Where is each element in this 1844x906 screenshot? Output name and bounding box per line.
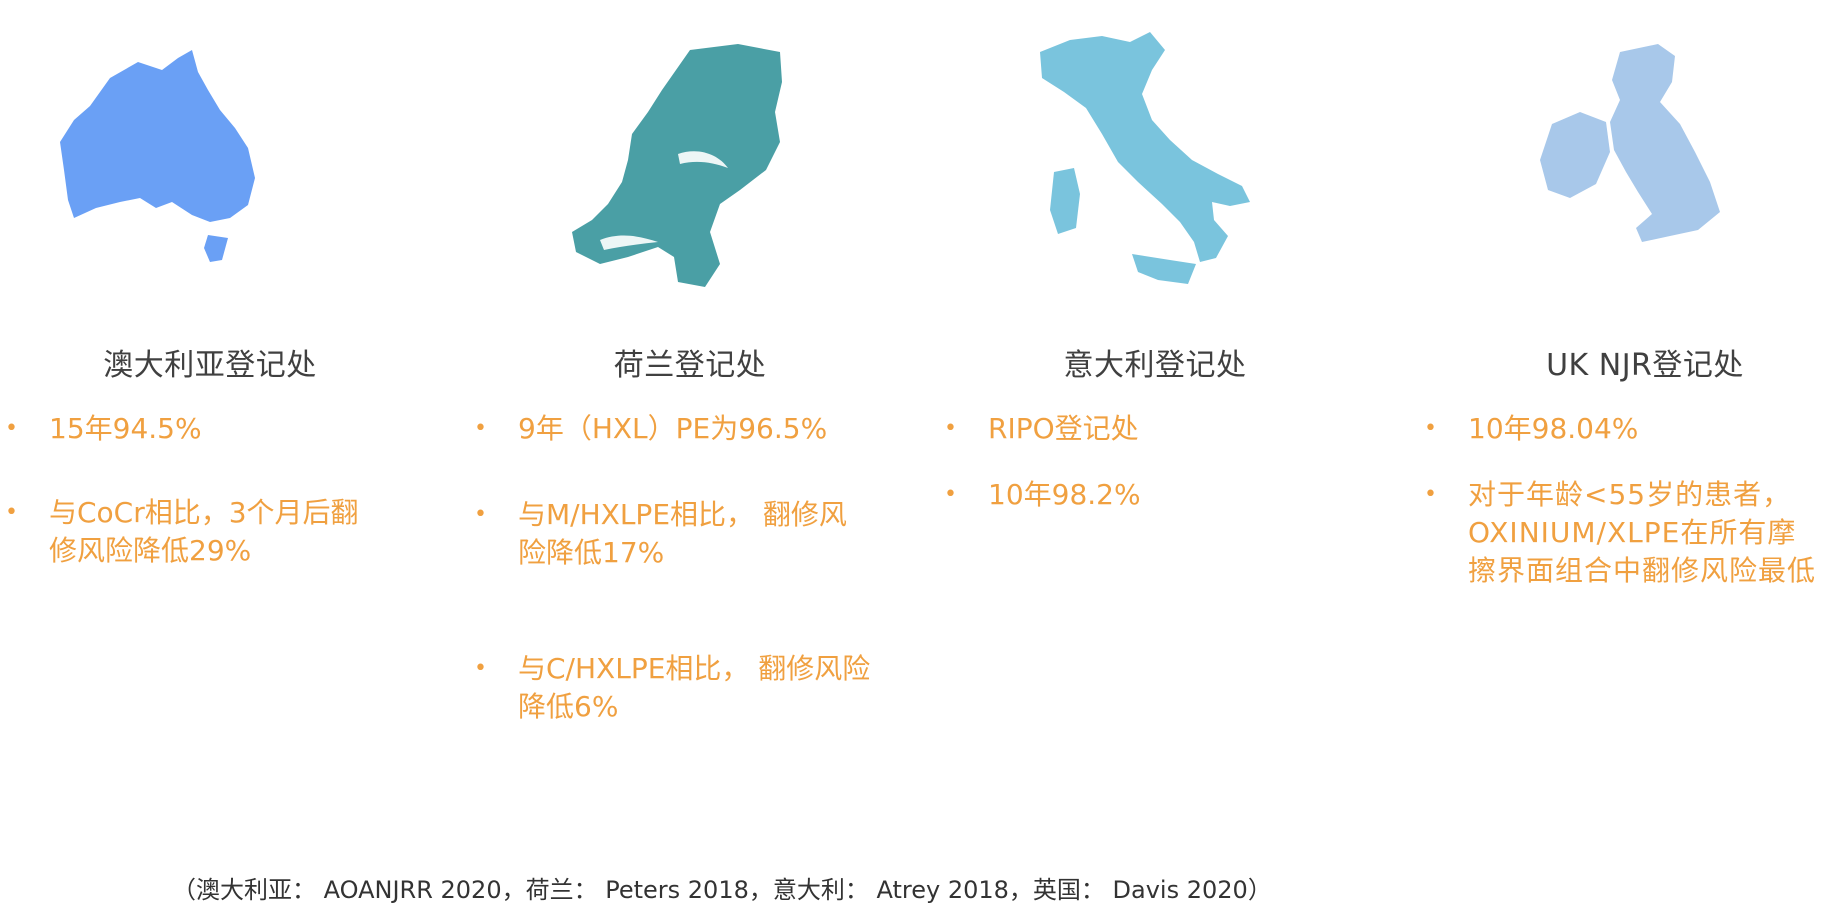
- italy-bullets: RIPO登记处 10年98.2%: [944, 410, 1344, 514]
- netherlands-title: 荷兰登记处: [613, 348, 767, 383]
- italy-title: 意大利登记处: [1063, 348, 1247, 383]
- netherlands-map: [572, 44, 782, 287]
- list-item: 15年94.5%: [5, 410, 365, 448]
- australia-bullets: 15年94.5% 与CoCr相比，3个月后翻修风险降低29%: [5, 410, 365, 570]
- australia-map: [60, 50, 255, 262]
- citation: （澳大利亚： AOANJRR 2020，荷兰： Peters 2018，意大利：…: [172, 876, 1272, 904]
- uk-bullets: 10年98.04% 对于年龄<55岁的患者，OXINIUM/XLPE在所有摩擦界…: [1424, 410, 1824, 590]
- list-item: 对于年龄<55岁的患者，OXINIUM/XLPE在所有摩擦界面组合中翻修风险最低: [1424, 476, 1824, 590]
- list-item: 与CoCr相比，3个月后翻修风险降低29%: [5, 494, 365, 570]
- list-item: 与C/HXLPE相比， 翻修风险降低6%: [474, 650, 874, 726]
- uk-map: [1540, 44, 1720, 242]
- australia-title: 澳大利亚登记处: [103, 348, 317, 383]
- uk-title: UK NJR登记处: [1546, 348, 1744, 383]
- netherlands-bullets: 9年（HXL）PE为96.5% 与M/HXLPE相比， 翻修风险降低17% 与C…: [474, 410, 874, 726]
- list-item: RIPO登记处: [944, 410, 1344, 448]
- list-item: 10年98.04%: [1424, 410, 1824, 448]
- list-item: 9年（HXL）PE为96.5%: [474, 410, 874, 448]
- list-item: 与M/HXLPE相比， 翻修风险降低17%: [474, 496, 874, 572]
- italy-map: [1040, 32, 1250, 284]
- list-item: 10年98.2%: [944, 476, 1344, 514]
